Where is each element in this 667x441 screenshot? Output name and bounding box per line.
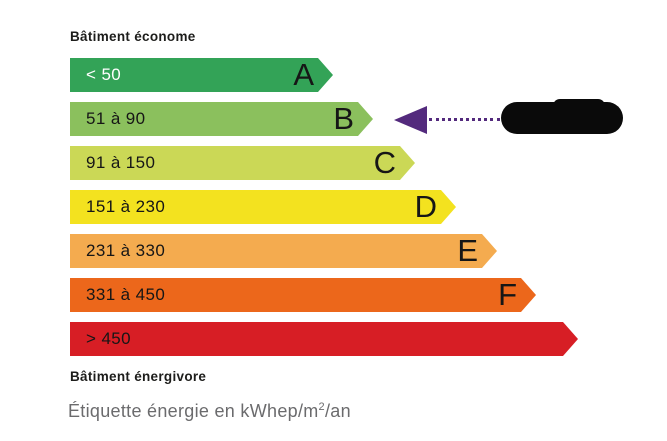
band-letter: C — [373, 144, 396, 180]
band-letter: B — [333, 100, 354, 136]
band-range-label: 91 à 150 — [86, 153, 156, 172]
energy-band-c: 91 à 150 C — [70, 146, 415, 180]
band-range-label: 231 à 330 — [86, 241, 166, 260]
energy-band-d: 151 à 230 D — [70, 190, 456, 224]
band-range-label: 51 à 90 — [86, 109, 146, 128]
energy-band-e: 231 à 330 E — [70, 234, 497, 268]
band-letter: F — [498, 276, 517, 312]
energy-band-f: 331 à 450 F — [70, 278, 536, 312]
indicator-dotted-line — [429, 118, 500, 121]
caption-suffix: /an — [324, 401, 351, 421]
band-letter: A — [293, 56, 314, 92]
energy-band-b: 51 à 90 B — [70, 102, 373, 136]
redacted-value-blob — [501, 99, 623, 134]
economical-building-label: Bâtiment économe — [70, 29, 196, 44]
caption-superscript: 2 — [318, 401, 325, 413]
energy-band-a: < 50 A — [70, 58, 333, 92]
band-range-label: 331 à 450 — [86, 285, 166, 304]
band-letter: E — [457, 232, 478, 268]
band-range-label: > 450 — [86, 329, 132, 348]
band-letter: D — [414, 188, 437, 224]
energy-band-g: > 450 — [70, 322, 578, 356]
caption-text: Étiquette énergie en kWhep/m — [68, 401, 319, 421]
band-range-label: 151 à 230 — [86, 197, 166, 216]
energy-intensive-building-label: Bâtiment énergivore — [70, 369, 207, 384]
band-range-label: < 50 — [86, 65, 122, 84]
energy-label-caption: Étiquette énergie en kWhep/m2/an — [68, 401, 351, 422]
energy-bands: < 50 A 51 à 90 B 91 à 150 C 151 à 230 D … — [70, 58, 578, 356]
